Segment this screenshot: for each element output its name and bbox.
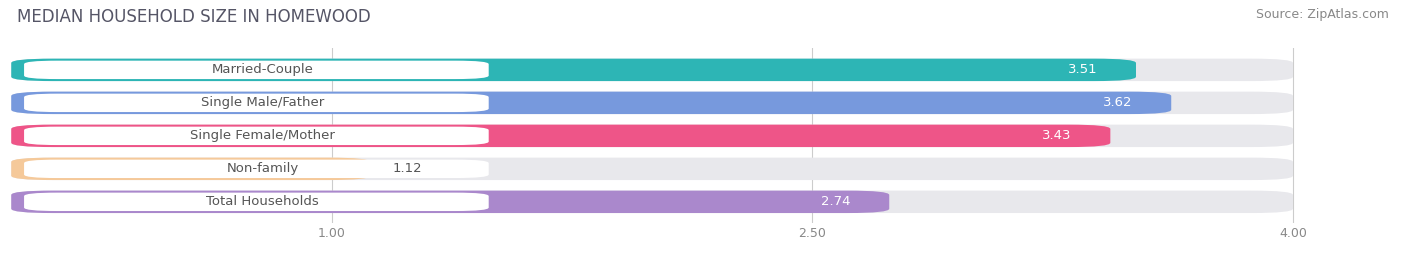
Text: Source: ZipAtlas.com: Source: ZipAtlas.com [1256, 8, 1389, 21]
Text: Married-Couple: Married-Couple [212, 63, 314, 76]
Text: MEDIAN HOUSEHOLD SIZE IN HOMEWOOD: MEDIAN HOUSEHOLD SIZE IN HOMEWOOD [17, 8, 371, 26]
FancyBboxPatch shape [11, 191, 1294, 213]
Text: Total Households: Total Households [207, 195, 319, 208]
Text: 3.43: 3.43 [1042, 129, 1071, 142]
FancyBboxPatch shape [11, 92, 1171, 114]
Text: 3.62: 3.62 [1104, 96, 1133, 109]
FancyBboxPatch shape [24, 61, 489, 79]
FancyBboxPatch shape [24, 127, 489, 145]
FancyBboxPatch shape [24, 94, 489, 112]
Text: 1.12: 1.12 [392, 162, 422, 175]
FancyBboxPatch shape [11, 59, 1294, 81]
FancyBboxPatch shape [11, 59, 1136, 81]
Text: Single Female/Mother: Single Female/Mother [190, 129, 335, 142]
FancyBboxPatch shape [11, 158, 1294, 180]
FancyBboxPatch shape [24, 160, 489, 178]
Text: Single Male/Father: Single Male/Father [201, 96, 325, 109]
FancyBboxPatch shape [11, 191, 889, 213]
Text: Non-family: Non-family [226, 162, 299, 175]
FancyBboxPatch shape [11, 125, 1294, 147]
FancyBboxPatch shape [11, 158, 370, 180]
FancyBboxPatch shape [24, 193, 489, 211]
FancyBboxPatch shape [11, 92, 1294, 114]
Text: 2.74: 2.74 [821, 195, 851, 208]
FancyBboxPatch shape [11, 125, 1111, 147]
Text: 3.51: 3.51 [1069, 63, 1098, 76]
